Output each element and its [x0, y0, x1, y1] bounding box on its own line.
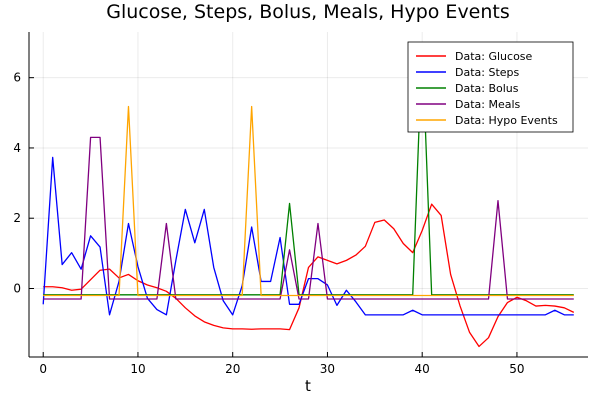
- x-tick-label: 40: [415, 362, 430, 376]
- series-lines: [42, 43, 575, 348]
- axes: 0 10 20 30 40 50 0 2 4 6: [13, 32, 588, 376]
- x-axis-label: t: [305, 377, 311, 395]
- legend-label: Data: Meals: [455, 98, 521, 111]
- legend-label: Data: Glucose: [455, 50, 533, 63]
- y-tick-label: 2: [13, 211, 21, 225]
- series-line-4: [43, 136, 574, 300]
- x-tick-label: 0: [39, 362, 47, 376]
- legend-label: Data: Bolus: [455, 82, 519, 95]
- x-tick-label: 50: [509, 362, 524, 376]
- chart-title: Glucose, Steps, Bolus, Meals, Hypo Event…: [106, 1, 510, 23]
- x-tick-label: 10: [130, 362, 145, 376]
- y-tick-label: 0: [13, 281, 21, 295]
- series-line-1: [43, 203, 575, 348]
- legend: Data: Glucose Data: Steps Data: Bolus Data:…: [407, 41, 574, 133]
- x-tick-label: 30: [320, 362, 335, 376]
- legend-label: Data: Hypo Events: [455, 114, 558, 127]
- y-tick-label: 6: [13, 71, 21, 85]
- series-line-5: [43, 105, 574, 297]
- legend-label: Data: Steps: [455, 66, 520, 79]
- y-tick-label: 4: [13, 141, 21, 155]
- legend-box: [407, 41, 574, 133]
- x-tick-label: 20: [225, 362, 240, 376]
- series-line-2: [42, 156, 574, 316]
